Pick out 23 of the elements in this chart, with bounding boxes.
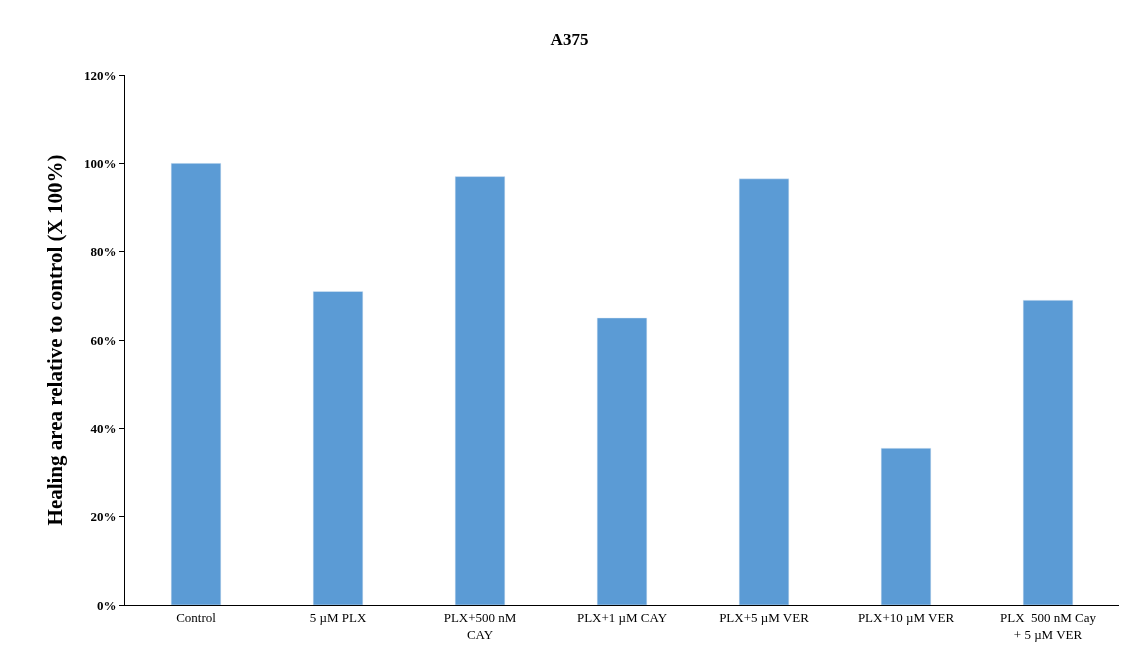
y-tick-label: 40% xyxy=(90,420,117,436)
x-tick-label: PLX+1 µM CAY xyxy=(576,609,668,625)
bar xyxy=(596,317,648,605)
bar xyxy=(1022,300,1074,605)
bar xyxy=(170,163,222,605)
x-tick-label: PLX+500 nM CAY xyxy=(443,609,517,642)
bar xyxy=(454,176,506,605)
y-tick-label: 20% xyxy=(90,509,117,525)
y-axis-title: Healing area relative to control (X 100%) xyxy=(43,154,68,526)
y-tick-label: 80% xyxy=(90,244,117,260)
x-tick-label: PLX+10 µM VER xyxy=(857,609,955,625)
y-tick-label: 0% xyxy=(96,597,117,613)
y-tick-label: 100% xyxy=(83,155,117,171)
bar xyxy=(312,291,364,605)
y-tick-label: 120% xyxy=(83,67,117,83)
x-tick-label: PLX 500 nM Cay + 5 µM VER xyxy=(999,609,1097,642)
y-tick-label: 60% xyxy=(90,332,117,348)
bar xyxy=(880,447,932,605)
chart-title: A375 xyxy=(550,30,589,50)
x-tick-label: Control xyxy=(176,609,217,625)
x-tick-label: PLX+5 µM VER xyxy=(719,609,810,625)
bar xyxy=(738,178,790,605)
x-tick-label: 5 µM PLX xyxy=(309,609,367,625)
